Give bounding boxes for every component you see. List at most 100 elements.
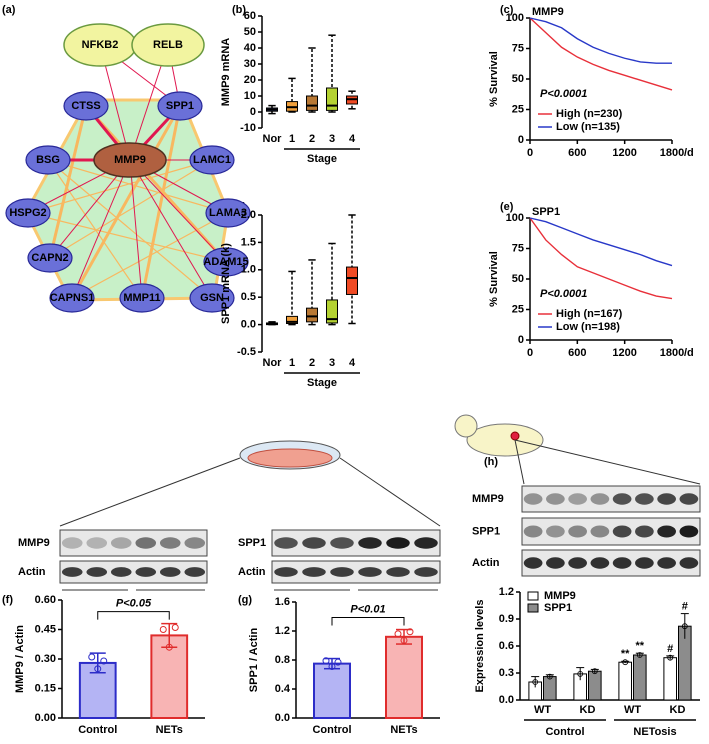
x-tick-label: 600 — [568, 147, 586, 159]
data-point — [394, 630, 402, 638]
x-unit: /d — [684, 147, 694, 159]
y-tick-label: 30 — [244, 58, 256, 70]
annotation: P<0.05 — [116, 598, 152, 610]
y-tick-label: 0.0 — [275, 712, 290, 724]
data-point — [334, 658, 342, 666]
legend-label: High (n=167) — [556, 308, 623, 320]
y-tick-label: 1.5 — [241, 236, 256, 248]
y-tick-label: -0.5 — [237, 346, 256, 358]
y-tick-label: 25 — [512, 103, 524, 115]
y-axis-label: Expression levels — [474, 600, 486, 693]
y-tick-label: 0.45 — [35, 623, 56, 635]
gene-label: CTSS — [71, 100, 100, 112]
x-tick-label: 4 — [349, 357, 356, 369]
x-tick-label: 1 — [289, 133, 295, 145]
y-tick-label: 0.5 — [241, 291, 256, 303]
guide-line — [514, 439, 525, 485]
gene-label: CAPNS1 — [50, 292, 95, 304]
blot-strip — [271, 560, 441, 584]
x-tick-label: 2 — [309, 133, 315, 145]
y-tick-label: 0.3 — [499, 667, 514, 679]
legend-swatch — [527, 603, 539, 613]
blot-band — [679, 493, 699, 505]
network-edge — [27, 159, 213, 214]
x-tick-label: WT — [534, 704, 551, 716]
blot-label: Actin — [18, 566, 46, 578]
y-tick-label: 0.0 — [499, 694, 514, 706]
x-tick-label: 2 — [309, 357, 315, 369]
network-edge — [47, 159, 213, 299]
x-tick-label: 0 — [527, 147, 533, 159]
legend-label: Low (n=198) — [556, 321, 620, 333]
blot-band — [546, 557, 565, 569]
y-tick-label: 1.6 — [275, 596, 290, 608]
x-tick-label: NETs — [156, 724, 183, 736]
data-point — [100, 657, 108, 665]
gene-node — [189, 145, 235, 175]
blot-band — [110, 567, 132, 577]
y-tick-label: 100 — [506, 12, 524, 24]
network-edge — [140, 105, 182, 299]
blot-band — [184, 567, 206, 577]
blot-band — [414, 537, 438, 549]
y-tick-label: 40 — [244, 42, 256, 54]
blot-band — [159, 567, 181, 577]
group-label: NETosis — [633, 726, 676, 738]
blot-band — [358, 567, 382, 577]
network-edge — [71, 159, 131, 299]
y-tick-label: 75 — [512, 242, 524, 254]
bar — [663, 657, 678, 701]
regulator-label: RELB — [153, 39, 183, 51]
blot-band — [546, 525, 565, 538]
guide-line — [339, 457, 441, 527]
gene-label: SPP1 — [166, 100, 194, 112]
bar — [543, 676, 557, 701]
y-tick-label: 10 — [244, 90, 256, 102]
x-tick-label: 0 — [527, 347, 533, 359]
blot-band — [274, 567, 298, 577]
data-point — [328, 663, 336, 671]
y-tick-label: -10 — [240, 122, 256, 134]
gene-label: LAMA3 — [209, 207, 247, 219]
gene-label: BSG — [36, 154, 60, 166]
blot-label: MMP9 — [472, 493, 504, 505]
significance-bracket — [331, 617, 405, 626]
data-point — [546, 673, 553, 680]
legend-swatch — [527, 591, 539, 601]
y-axis-label: SPP1 mRNA (k) — [220, 243, 232, 324]
blot-band — [184, 537, 206, 549]
blot-band — [330, 567, 354, 577]
blot-label: SPP1 — [238, 537, 266, 549]
blot-band — [657, 493, 676, 505]
blot-band — [657, 525, 676, 538]
blot-band — [386, 537, 410, 549]
hub-label: MMP9 — [114, 154, 146, 166]
x-tick-label: 3 — [329, 133, 335, 145]
x-tick-label: WT — [624, 704, 641, 716]
y-tick-label: 2.0 — [241, 209, 256, 221]
y-tick-label: 0.6 — [499, 640, 514, 652]
y-tick-label: 50 — [512, 273, 524, 285]
x-tick-label: 4 — [349, 133, 356, 145]
gene-node — [27, 243, 73, 273]
guide-line — [59, 457, 241, 527]
blot-band — [302, 537, 326, 549]
y-axis-label: % Survival — [488, 251, 500, 307]
blot-label: Actin — [472, 557, 500, 569]
blot-label: SPP1 — [472, 525, 500, 537]
chart-title: SPP1 — [532, 206, 560, 218]
panel-label: (h) — [484, 456, 498, 468]
blot-label: Actin — [238, 566, 266, 578]
x-tick-label: 1200 — [612, 347, 636, 359]
box — [286, 315, 298, 325]
y-tick-label: 75 — [512, 42, 524, 54]
blot-band — [86, 537, 108, 549]
regulator-label: NFKB2 — [82, 39, 119, 51]
gene-node — [119, 283, 165, 313]
regulator-node — [131, 23, 205, 67]
data-point — [159, 626, 167, 633]
significance-mark: # — [682, 601, 688, 613]
blot-band — [635, 493, 654, 505]
y-tick-label: 1.2 — [499, 586, 514, 598]
